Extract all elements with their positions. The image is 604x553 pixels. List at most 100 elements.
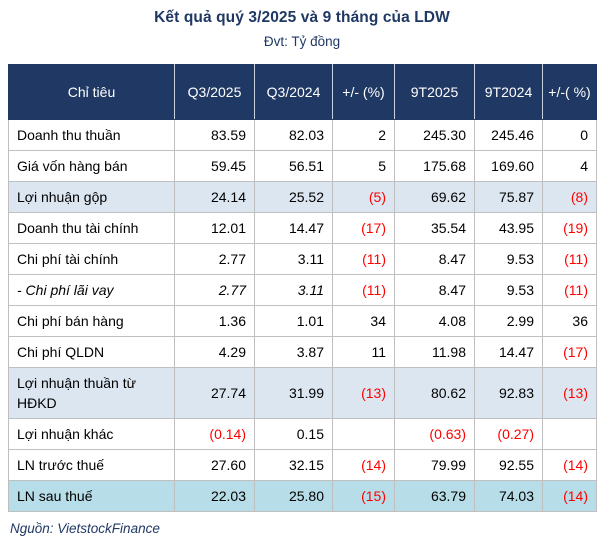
column-header: Q3/2025 <box>174 64 255 120</box>
table-row: Chi phí QLDN 4.29 3.87 11 11.98 14.47 (17) <box>8 336 597 368</box>
value-cell: 92.83 <box>474 367 543 419</box>
value-cell: 59.45 <box>174 150 255 182</box>
value-cell: (11) <box>542 274 597 306</box>
column-header: +/- (%) <box>332 64 395 120</box>
table-row: Chi phí bán hàng 1.36 1.01 34 4.08 2.99 36 <box>8 305 597 337</box>
row-label: Lợi nhuận gộp <box>8 181 175 213</box>
value-cell: 175.68 <box>394 150 475 182</box>
value-cell: (15) <box>332 480 395 512</box>
value-cell: (11) <box>332 274 395 306</box>
value-cell: 5 <box>332 150 395 182</box>
value-cell: (14) <box>332 449 395 481</box>
value-cell: 92.55 <box>474 449 543 481</box>
value-cell: 82.03 <box>254 119 333 151</box>
column-header: +/-( %) <box>542 64 597 120</box>
value-cell: (11) <box>332 243 395 275</box>
value-cell: 74.03 <box>474 480 543 512</box>
table-row: Doanh thu thuần 83.59 82.03 2 245.30 245.46 0 <box>8 119 597 151</box>
value-cell: 245.30 <box>394 119 475 151</box>
value-cell: 1.36 <box>174 305 255 337</box>
page-title: Kết quả quý 3/2025 và 9 tháng của LDW <box>154 9 450 26</box>
value-cell: 43.95 <box>474 212 543 244</box>
value-cell: (5) <box>332 181 395 213</box>
value-cell: 34 <box>332 305 395 337</box>
value-cell: 80.62 <box>394 367 475 419</box>
value-cell: 75.87 <box>474 181 543 213</box>
value-cell: (17) <box>332 212 395 244</box>
value-cell: (0.63) <box>394 418 475 450</box>
table-row: - Chi phí lãi vay 2.77 3.11 (11) 8.47 9.53 (11… <box>8 274 597 306</box>
value-cell: 245.46 <box>474 119 543 151</box>
value-cell: 14.47 <box>254 212 333 244</box>
column-header: Chỉ tiêu <box>8 64 175 120</box>
results-table: Chỉ tiêu Q3/2025 Q3/2024 +/- (%) 9T2025 9T202… <box>8 64 597 512</box>
value-cell: 14.47 <box>474 336 543 368</box>
value-cell: (19) <box>542 212 597 244</box>
value-cell: 69.62 <box>394 181 475 213</box>
row-label: Lợi nhuận thuần từ HĐKD <box>8 367 175 419</box>
column-header: Q3/2024 <box>254 64 333 120</box>
value-cell: 4 <box>542 150 597 182</box>
value-cell: 12.01 <box>174 212 255 244</box>
value-cell: (8) <box>542 181 597 213</box>
value-cell: 27.60 <box>174 449 255 481</box>
row-label: Chi phí bán hàng <box>8 305 175 337</box>
value-cell: 0 <box>542 119 597 151</box>
value-cell: 9.53 <box>474 243 543 275</box>
value-cell: (13) <box>332 367 395 419</box>
table-row: Giá vốn hàng bán 59.45 56.51 5 175.68 169.60 4 <box>8 150 597 182</box>
table-row: Doanh thu tài chính 12.01 14.47 (17) 35.54 43… <box>8 212 597 244</box>
table-row: Lợi nhuận gộp 24.14 25.52 (5) 69.62 75.87 (8) <box>8 181 597 213</box>
row-label: Doanh thu tài chính <box>8 212 175 244</box>
value-cell: 4.08 <box>394 305 475 337</box>
row-label: Doanh thu thuần <box>8 119 175 151</box>
value-cell: 32.15 <box>254 449 333 481</box>
table-row: LN trước thuế 27.60 32.15 (14) 79.99 92.55 (14… <box>8 449 597 481</box>
value-cell: 9.53 <box>474 274 543 306</box>
value-cell: 11.98 <box>394 336 475 368</box>
table-row: Lợi nhuận khác (0.14) 0.15 (0.63) (0.27) <box>8 418 597 450</box>
unit-label: Đvt: Tỷ đồng <box>263 34 341 49</box>
value-cell <box>542 418 597 450</box>
value-cell: 2.77 <box>174 243 255 275</box>
value-cell <box>332 418 395 450</box>
row-label: Chi phí QLDN <box>8 336 175 368</box>
value-cell: 8.47 <box>394 274 475 306</box>
value-cell: 36 <box>542 305 597 337</box>
value-cell: (14) <box>542 480 597 512</box>
value-cell: 27.74 <box>174 367 255 419</box>
value-cell: (0.27) <box>474 418 543 450</box>
table-row: Lợi nhuận thuần từ HĐKD 27.74 31.99 (13) 80.… <box>8 367 597 419</box>
column-header: 9T2024 <box>474 64 543 120</box>
value-cell: 3.11 <box>254 243 333 275</box>
row-label: LN sau thuế <box>8 480 175 512</box>
table-header: Chỉ tiêu Q3/2025 Q3/2024 +/- (%) 9T2025 9T202… <box>8 64 597 120</box>
value-cell: 169.60 <box>474 150 543 182</box>
value-cell: 22.03 <box>174 480 255 512</box>
value-cell: 4.29 <box>174 336 255 368</box>
value-cell: 79.99 <box>394 449 475 481</box>
value-cell: 11 <box>332 336 395 368</box>
table-body: Doanh thu thuần 83.59 82.03 2 245.30 245.46 0 G… <box>8 119 597 512</box>
value-cell: 56.51 <box>254 150 333 182</box>
column-header: 9T2025 <box>394 64 475 120</box>
value-cell: (0.14) <box>174 418 255 450</box>
value-cell: 1.01 <box>254 305 333 337</box>
value-cell: 25.52 <box>254 181 333 213</box>
value-cell: 25.80 <box>254 480 333 512</box>
source-note: Nguồn: VietstockFinance <box>10 521 160 536</box>
value-cell: (13) <box>542 367 597 419</box>
row-label: LN trước thuế <box>8 449 175 481</box>
value-cell: 3.87 <box>254 336 333 368</box>
value-cell: 83.59 <box>174 119 255 151</box>
value-cell: (14) <box>542 449 597 481</box>
row-label: Giá vốn hàng bán <box>8 150 175 182</box>
value-cell: 35.54 <box>394 212 475 244</box>
row-label: Chi phí tài chính <box>8 243 175 275</box>
value-cell: 31.99 <box>254 367 333 419</box>
value-cell: 63.79 <box>394 480 475 512</box>
value-cell: (11) <box>542 243 597 275</box>
row-label: - Chi phí lãi vay <box>8 274 175 306</box>
table-row: LN sau thuế 22.03 25.80 (15) 63.79 74.03 (14) <box>8 480 597 512</box>
